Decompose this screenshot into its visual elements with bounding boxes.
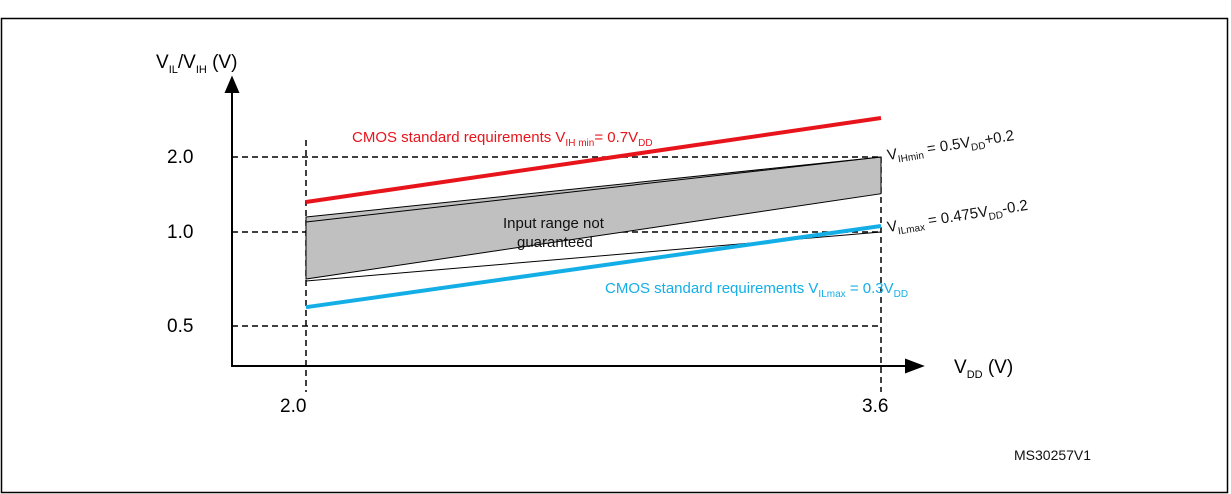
- y-axis-arrow-icon: [224, 75, 240, 93]
- region-label-line2: guaranteed: [517, 234, 593, 251]
- vil-cmos-annotation: CMOS standard requirements VILmax = 0.3V…: [605, 280, 908, 300]
- vih-min-formula: VIHmin = 0.5VDD+0.2: [886, 127, 1016, 167]
- y-axis-label: VIL/VIH (V): [156, 52, 237, 76]
- band-top-line: [305, 156, 882, 223]
- y-tick-label: 1.0: [167, 222, 193, 243]
- vih-cmos-line: [305, 116, 882, 204]
- input-range-not-guaranteed-region: [305, 156, 882, 280]
- region-label-line1: Input range not: [503, 215, 605, 232]
- y-tick-label: 0.5: [167, 316, 193, 337]
- vil-cmos-line: [305, 224, 882, 310]
- axes: [224, 75, 925, 374]
- x-tick-label: 2.0: [280, 396, 306, 417]
- figure-border: [0, 17, 1229, 494]
- y-tick-label: 2.0: [167, 147, 193, 168]
- x-axis-label: VDD (V): [954, 357, 1013, 381]
- vih-cmos-annotation: CMOS standard requirements VIH min= 0.7V…: [352, 129, 653, 149]
- x-axis-arrow-icon: [905, 358, 925, 374]
- x-tick-label: 3.6: [862, 396, 888, 417]
- vil-max-formula: VILmax = 0.475VDD-0.2: [886, 197, 1030, 239]
- figure-id: MS30257V1: [1014, 447, 1091, 463]
